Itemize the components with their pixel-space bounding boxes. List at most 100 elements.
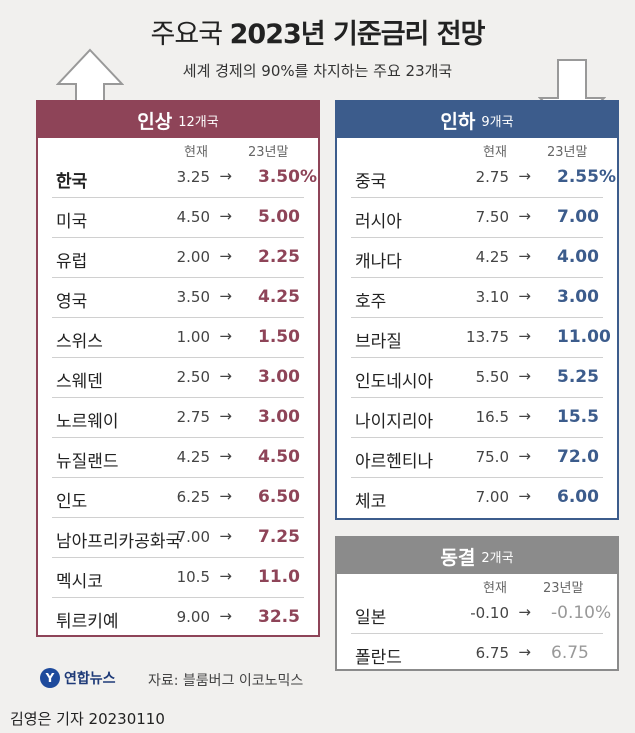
table-row: 러시아 7.50 → 7.00: [351, 198, 603, 238]
country-name: 미국: [56, 212, 88, 232]
arrow-icon: →: [219, 487, 232, 505]
current-rate: 4.50: [176, 208, 210, 226]
page-title: 주요국 2023년 기준금리 전망: [0, 12, 635, 51]
forecast-rate: -0.10%: [551, 603, 612, 623]
table-row: 유럽 2.00 → 2.25: [52, 238, 304, 278]
current-rate: 6.25: [176, 488, 210, 506]
table-row: 스웨덴 2.50 → 3.00: [52, 358, 304, 398]
logo-mark-icon: Y: [40, 668, 60, 688]
cut-column-headers: 현재 23년말: [337, 138, 617, 160]
current-rate: 7.00: [176, 528, 210, 546]
country-name: 남아프리카공화국: [56, 532, 182, 552]
current-rate: 75.0: [475, 448, 509, 466]
current-rate: 7.00: [475, 488, 509, 506]
table-row: 중국 2.75 → 2.55%: [351, 158, 616, 198]
current-rate: 4.25: [176, 448, 210, 466]
forecast-rate: 7.25: [258, 527, 300, 547]
arrow-icon: →: [219, 367, 232, 385]
arrow-icon: →: [518, 367, 531, 385]
hold-panel: 동결 2개국 현재 23년말 일본 -0.10 → -0.10% 폴란드 6.75 → 6.7…: [335, 536, 619, 671]
country-name: 인도: [56, 492, 88, 512]
forecast-rate: 2.55%: [557, 167, 616, 187]
table-row: 인도 6.25 → 6.50: [52, 478, 304, 518]
current-rate: 3.25: [176, 168, 210, 186]
arrow-icon: →: [219, 527, 232, 545]
forecast-rate: 4.25: [258, 287, 300, 307]
country-name: 아르헨티나: [355, 452, 434, 472]
cut-label: 인하: [440, 110, 476, 133]
forecast-rate: 6.75: [551, 643, 589, 663]
country-name: 일본: [355, 608, 387, 628]
col-current: 현재: [483, 145, 507, 160]
source-text: 자료: 블룸버그 이코노믹스: [148, 673, 304, 689]
arrow-icon: →: [219, 567, 232, 585]
table-row: 아르헨티나 75.0 → 72.0: [351, 438, 603, 478]
logo-text: 연합뉴스: [64, 671, 116, 687]
country-name: 중국: [355, 172, 387, 192]
table-row: 남아프리카공화국 7.00 → 7.25: [52, 518, 304, 558]
hike-label: 인상: [137, 110, 173, 133]
table-row: 나이지리아 16.5 → 15.5: [351, 398, 603, 438]
country-name: 인도네시아: [355, 372, 434, 392]
forecast-rate: 3.00: [258, 367, 300, 387]
country-name: 러시아: [355, 212, 402, 232]
country-name: 스웨덴: [56, 372, 103, 392]
country-name: 유럽: [56, 252, 88, 272]
table-row: 일본 -0.10 → -0.10%: [351, 594, 611, 634]
hike-rows: 한국 3.25 → 3.50% 미국 4.50 → 5.00 유럽 2.00 → 2.25 영국 3.50…: [38, 158, 318, 637]
hold-label: 동결: [440, 546, 476, 569]
current-rate: 4.25: [475, 248, 509, 266]
country-name: 캐나다: [355, 252, 402, 272]
forecast-rate: 1.50: [258, 327, 300, 347]
table-row: 브라질 13.75 → 11.00: [351, 318, 611, 358]
current-rate: 2.00: [176, 248, 210, 266]
table-row: 노르웨이 2.75 → 3.00: [52, 398, 304, 438]
forecast-rate: 11.00: [557, 327, 611, 347]
arrow-icon: →: [219, 247, 232, 265]
country-name: 노르웨이: [56, 412, 119, 432]
table-row: 폴란드 6.75 → 6.75: [351, 634, 603, 673]
forecast-rate: 2.25: [258, 247, 300, 267]
current-rate: 10.5: [176, 568, 210, 586]
table-row: 캐나다 4.25 → 4.00: [351, 238, 603, 278]
yonhap-logo: Y 연합뉴스: [40, 668, 116, 688]
title-bold: 2023년 기준금리 전망: [229, 19, 486, 50]
forecast-rate: 11.0: [258, 567, 300, 587]
col-current: 현재: [184, 145, 208, 160]
table-row: 체코 7.00 → 6.00: [351, 478, 603, 517]
current-rate: 5.50: [475, 368, 509, 386]
arrow-icon: →: [518, 487, 531, 505]
country-name: 스위스: [56, 332, 103, 352]
current-rate: 13.75: [466, 328, 509, 346]
arrow-icon: →: [219, 607, 232, 625]
forecast-rate: 6.50: [258, 487, 300, 507]
forecast-rate: 32.5: [258, 607, 300, 627]
forecast-rate: 15.5: [557, 407, 599, 427]
current-rate: 6.75: [475, 644, 509, 662]
hike-header: 인상 12개국: [38, 102, 318, 138]
country-name: 한국: [56, 172, 88, 192]
table-row: 인도네시아 5.50 → 5.25: [351, 358, 603, 398]
arrow-icon: →: [518, 287, 531, 305]
cut-panel: 인하 9개국 현재 23년말 중국 2.75 → 2.55% 러시아 7.50 → 7.00 캐…: [335, 100, 619, 520]
forecast-rate: 7.00: [557, 207, 599, 227]
forecast-rate: 3.00: [258, 407, 300, 427]
arrow-icon: →: [219, 287, 232, 305]
hold-column-headers: 현재 23년말: [337, 574, 617, 596]
table-row: 튀르키예 9.00 → 32.5: [52, 598, 304, 637]
col-forecast: 23년말: [248, 145, 289, 160]
forecast-rate: 3.50%: [258, 167, 317, 187]
table-row: 한국 3.25 → 3.50%: [52, 158, 317, 198]
current-rate: 16.5: [475, 408, 509, 426]
arrow-icon: →: [219, 327, 232, 345]
cut-rows: 중국 2.75 → 2.55% 러시아 7.50 → 7.00 캐나다 4.25 → 4.00 호주 3.…: [337, 158, 617, 517]
cut-count: 9개국: [481, 114, 514, 130]
arrow-icon: →: [518, 207, 531, 225]
arrow-icon: →: [219, 407, 232, 425]
forecast-rate: 5.00: [258, 207, 300, 227]
current-rate: 2.50: [176, 368, 210, 386]
arrow-icon: →: [518, 167, 531, 185]
forecast-rate: 6.00: [557, 487, 599, 507]
forecast-rate: 72.0: [557, 447, 599, 467]
arrow-icon: →: [518, 643, 531, 661]
